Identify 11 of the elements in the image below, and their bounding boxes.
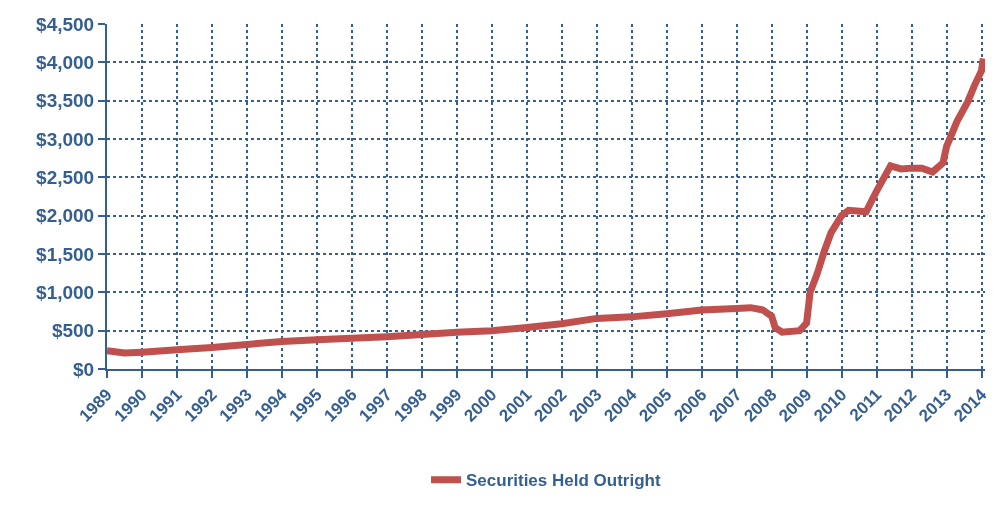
y-tick-label: $2,500 [36,166,95,188]
y-tick-label: $500 [51,320,95,342]
legend-label: Securities Held Outright [466,471,661,491]
y-tick-label: $3,000 [36,128,95,150]
y-tick-label: $4,500 [36,13,95,35]
y-tick-label: $2,000 [36,205,95,227]
y-tick-label: $4,000 [36,51,95,73]
y-tick-label: $1,500 [36,243,95,265]
y-tick-label: $0 [73,358,95,380]
y-tick-label: $1,000 [36,281,95,303]
y-tick-label: $3,500 [36,90,95,112]
